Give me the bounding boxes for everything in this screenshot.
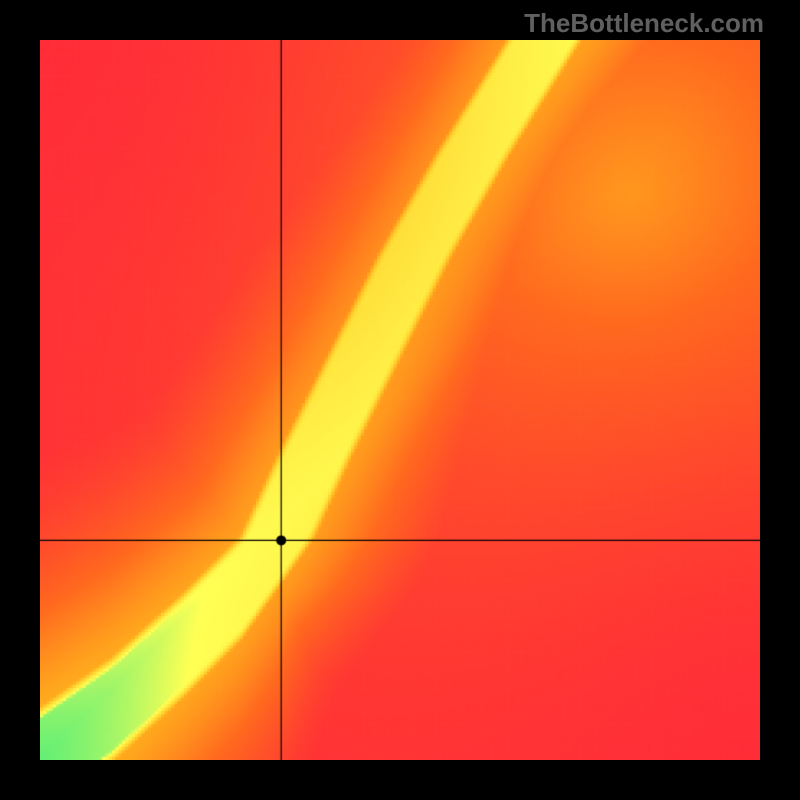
plot-area	[40, 40, 760, 760]
chart-frame: TheBottleneck.com	[0, 0, 800, 800]
heatmap-canvas	[40, 40, 760, 760]
watermark-label: TheBottleneck.com	[524, 8, 764, 39]
